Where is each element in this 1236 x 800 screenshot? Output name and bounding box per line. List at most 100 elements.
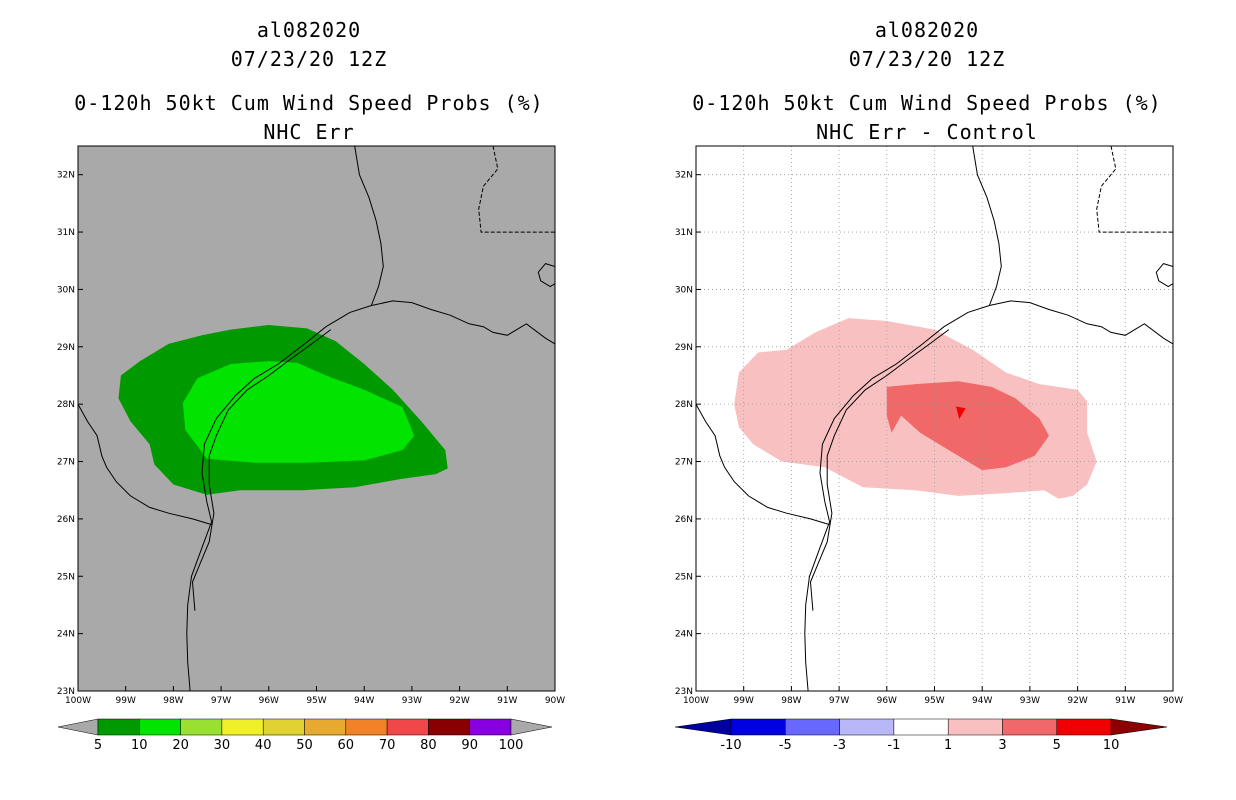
colorbar-label: 40 xyxy=(255,738,272,753)
colorbar-label: 1 xyxy=(944,738,952,753)
colorbar-label: 50 xyxy=(296,738,313,753)
colorbar-label: 20 xyxy=(172,738,189,753)
state-border-tx-la xyxy=(972,146,1002,306)
y-tick-label: 30N xyxy=(57,285,75,295)
colorbar-label: 5 xyxy=(94,738,102,753)
storm-id-label: al082020 xyxy=(256,18,362,42)
colorbar-label: 80 xyxy=(420,738,437,753)
lake-outline xyxy=(1155,263,1173,288)
colorbar-swatch xyxy=(386,718,429,736)
colorbar-label: 100 xyxy=(499,738,524,753)
colorbar-swatch xyxy=(839,718,895,736)
y-tick-label: 28N xyxy=(675,400,693,410)
x-tick-label: 90W xyxy=(1163,696,1183,706)
colorbar-label: -10 xyxy=(720,738,741,753)
state-border-la-ms xyxy=(478,146,555,233)
colorbar-swatch xyxy=(469,718,512,736)
colorbar-label: 70 xyxy=(379,738,396,753)
y-tick-label: 23N xyxy=(57,687,75,697)
chart-title: 0-120h 50kt Cum Wind Speed Probs (%) xyxy=(692,91,1162,115)
colorbar-swatch xyxy=(262,718,305,736)
y-tick-label: 26N xyxy=(675,515,693,525)
x-tick-label: 100W xyxy=(683,696,709,706)
mexico-border xyxy=(696,403,830,526)
colorbar-swatch xyxy=(97,718,140,736)
state-border-la-ms xyxy=(1096,146,1173,233)
y-tick-label: 27N xyxy=(57,458,75,468)
y-tick-label: 23N xyxy=(675,687,693,697)
colorbar-swatch xyxy=(730,718,786,736)
y-tick-label: 32N xyxy=(57,171,75,181)
x-tick-label: 95W xyxy=(306,696,326,706)
y-tick-label: 26N xyxy=(57,515,75,525)
x-tick-label: 99W xyxy=(734,696,754,706)
x-tick-label: 91W xyxy=(497,696,517,706)
date-label: 07/23/20 12Z xyxy=(848,47,1006,71)
colorbar-end-arrow xyxy=(1110,718,1168,736)
colorbar-label: 10 xyxy=(1103,738,1120,753)
x-tick-label: 96W xyxy=(259,696,279,706)
colorbar-swatch xyxy=(1002,718,1058,736)
colorbar-swatch xyxy=(139,718,181,736)
colorbar-swatch xyxy=(893,718,949,736)
colorbar-label: 90 xyxy=(461,738,478,753)
panel-nhc-err-control: al082020 07/23/20 12Z 0-120h 50kt Cum Wi… xyxy=(618,0,1236,800)
colorbar-swatch xyxy=(221,718,264,736)
colorbar-swatch xyxy=(428,718,470,736)
colorbar-swatch xyxy=(785,718,840,736)
storm-id-label: al082020 xyxy=(874,18,980,42)
colorbar-label: 30 xyxy=(214,738,231,753)
map-chart-nhc-err: 100W 99W 98W 97W 96W 95W 94W 93W 92W 91W 90W 23N 24N… xyxy=(57,145,565,753)
colorbar-start-arrow xyxy=(674,718,732,736)
state-border-tx-la xyxy=(354,146,384,306)
plot-area xyxy=(696,146,1173,691)
chart-subtitle: NHC Err xyxy=(263,120,355,144)
colorbar-swatch xyxy=(947,718,1003,736)
chart-title: 0-120h 50kt Cum Wind Speed Probs (%) xyxy=(74,91,544,115)
map-chart-nhc-err-control: 100W 99W 98W 97W 96W 95W 94W 93W 92W 91W 90W 23N 24N… xyxy=(674,145,1183,753)
contour-3-5 xyxy=(886,381,1049,471)
colorbar-start-arrow xyxy=(57,718,99,736)
y-tick-label: 25N xyxy=(57,572,75,582)
x-tick-label: 98W xyxy=(163,696,183,706)
y-tick-label: 32N xyxy=(675,171,693,181)
chart-subtitle: NHC Err - Control xyxy=(816,120,1038,144)
y-tick-label: 27N xyxy=(675,458,693,468)
y-tick-label: 24N xyxy=(57,630,75,640)
y-tick-label: 30N xyxy=(675,285,693,295)
plot-area xyxy=(78,146,555,691)
colorbar-swatch xyxy=(304,718,347,736)
y-tick-label: 31N xyxy=(57,228,75,238)
x-tick-label: 91W xyxy=(1115,696,1135,706)
x-tick-label: 94W xyxy=(972,696,992,706)
x-tick-label: 97W xyxy=(829,696,849,706)
y-tick-label: 24N xyxy=(675,630,693,640)
lake-outline xyxy=(537,263,555,288)
colorbar-swatch xyxy=(345,718,388,736)
x-tick-label: 93W xyxy=(1020,696,1040,706)
contour-10-20 xyxy=(182,361,415,463)
mexico-border xyxy=(78,403,212,526)
x-tick-label: 97W xyxy=(211,696,231,706)
y-tick-label: 31N xyxy=(675,228,693,238)
contour-5-10 xyxy=(956,406,966,420)
barrier-island-line xyxy=(191,329,332,611)
coastline xyxy=(804,300,1173,691)
y-tick-label: 29N xyxy=(675,343,693,353)
date-label: 07/23/20 12Z xyxy=(230,47,388,71)
x-tick-label: 92W xyxy=(449,696,469,706)
y-tick-label: 29N xyxy=(57,343,75,353)
colorbar-label: 3 xyxy=(998,738,1006,753)
x-tick-label: 94W xyxy=(354,696,374,706)
coastline xyxy=(186,300,555,691)
x-tick-label: 96W xyxy=(877,696,897,706)
x-tick-label: 93W xyxy=(402,696,422,706)
x-tick-label: 100W xyxy=(65,696,91,706)
barrier-island-line xyxy=(809,329,950,611)
y-tick-label: 25N xyxy=(675,572,693,582)
colorbar-swatch xyxy=(180,718,223,736)
colorbar-label: -3 xyxy=(833,738,846,753)
y-tick-label: 28N xyxy=(57,400,75,410)
colorbar-swatch xyxy=(1056,718,1112,736)
colorbar-label: 10 xyxy=(131,738,148,753)
